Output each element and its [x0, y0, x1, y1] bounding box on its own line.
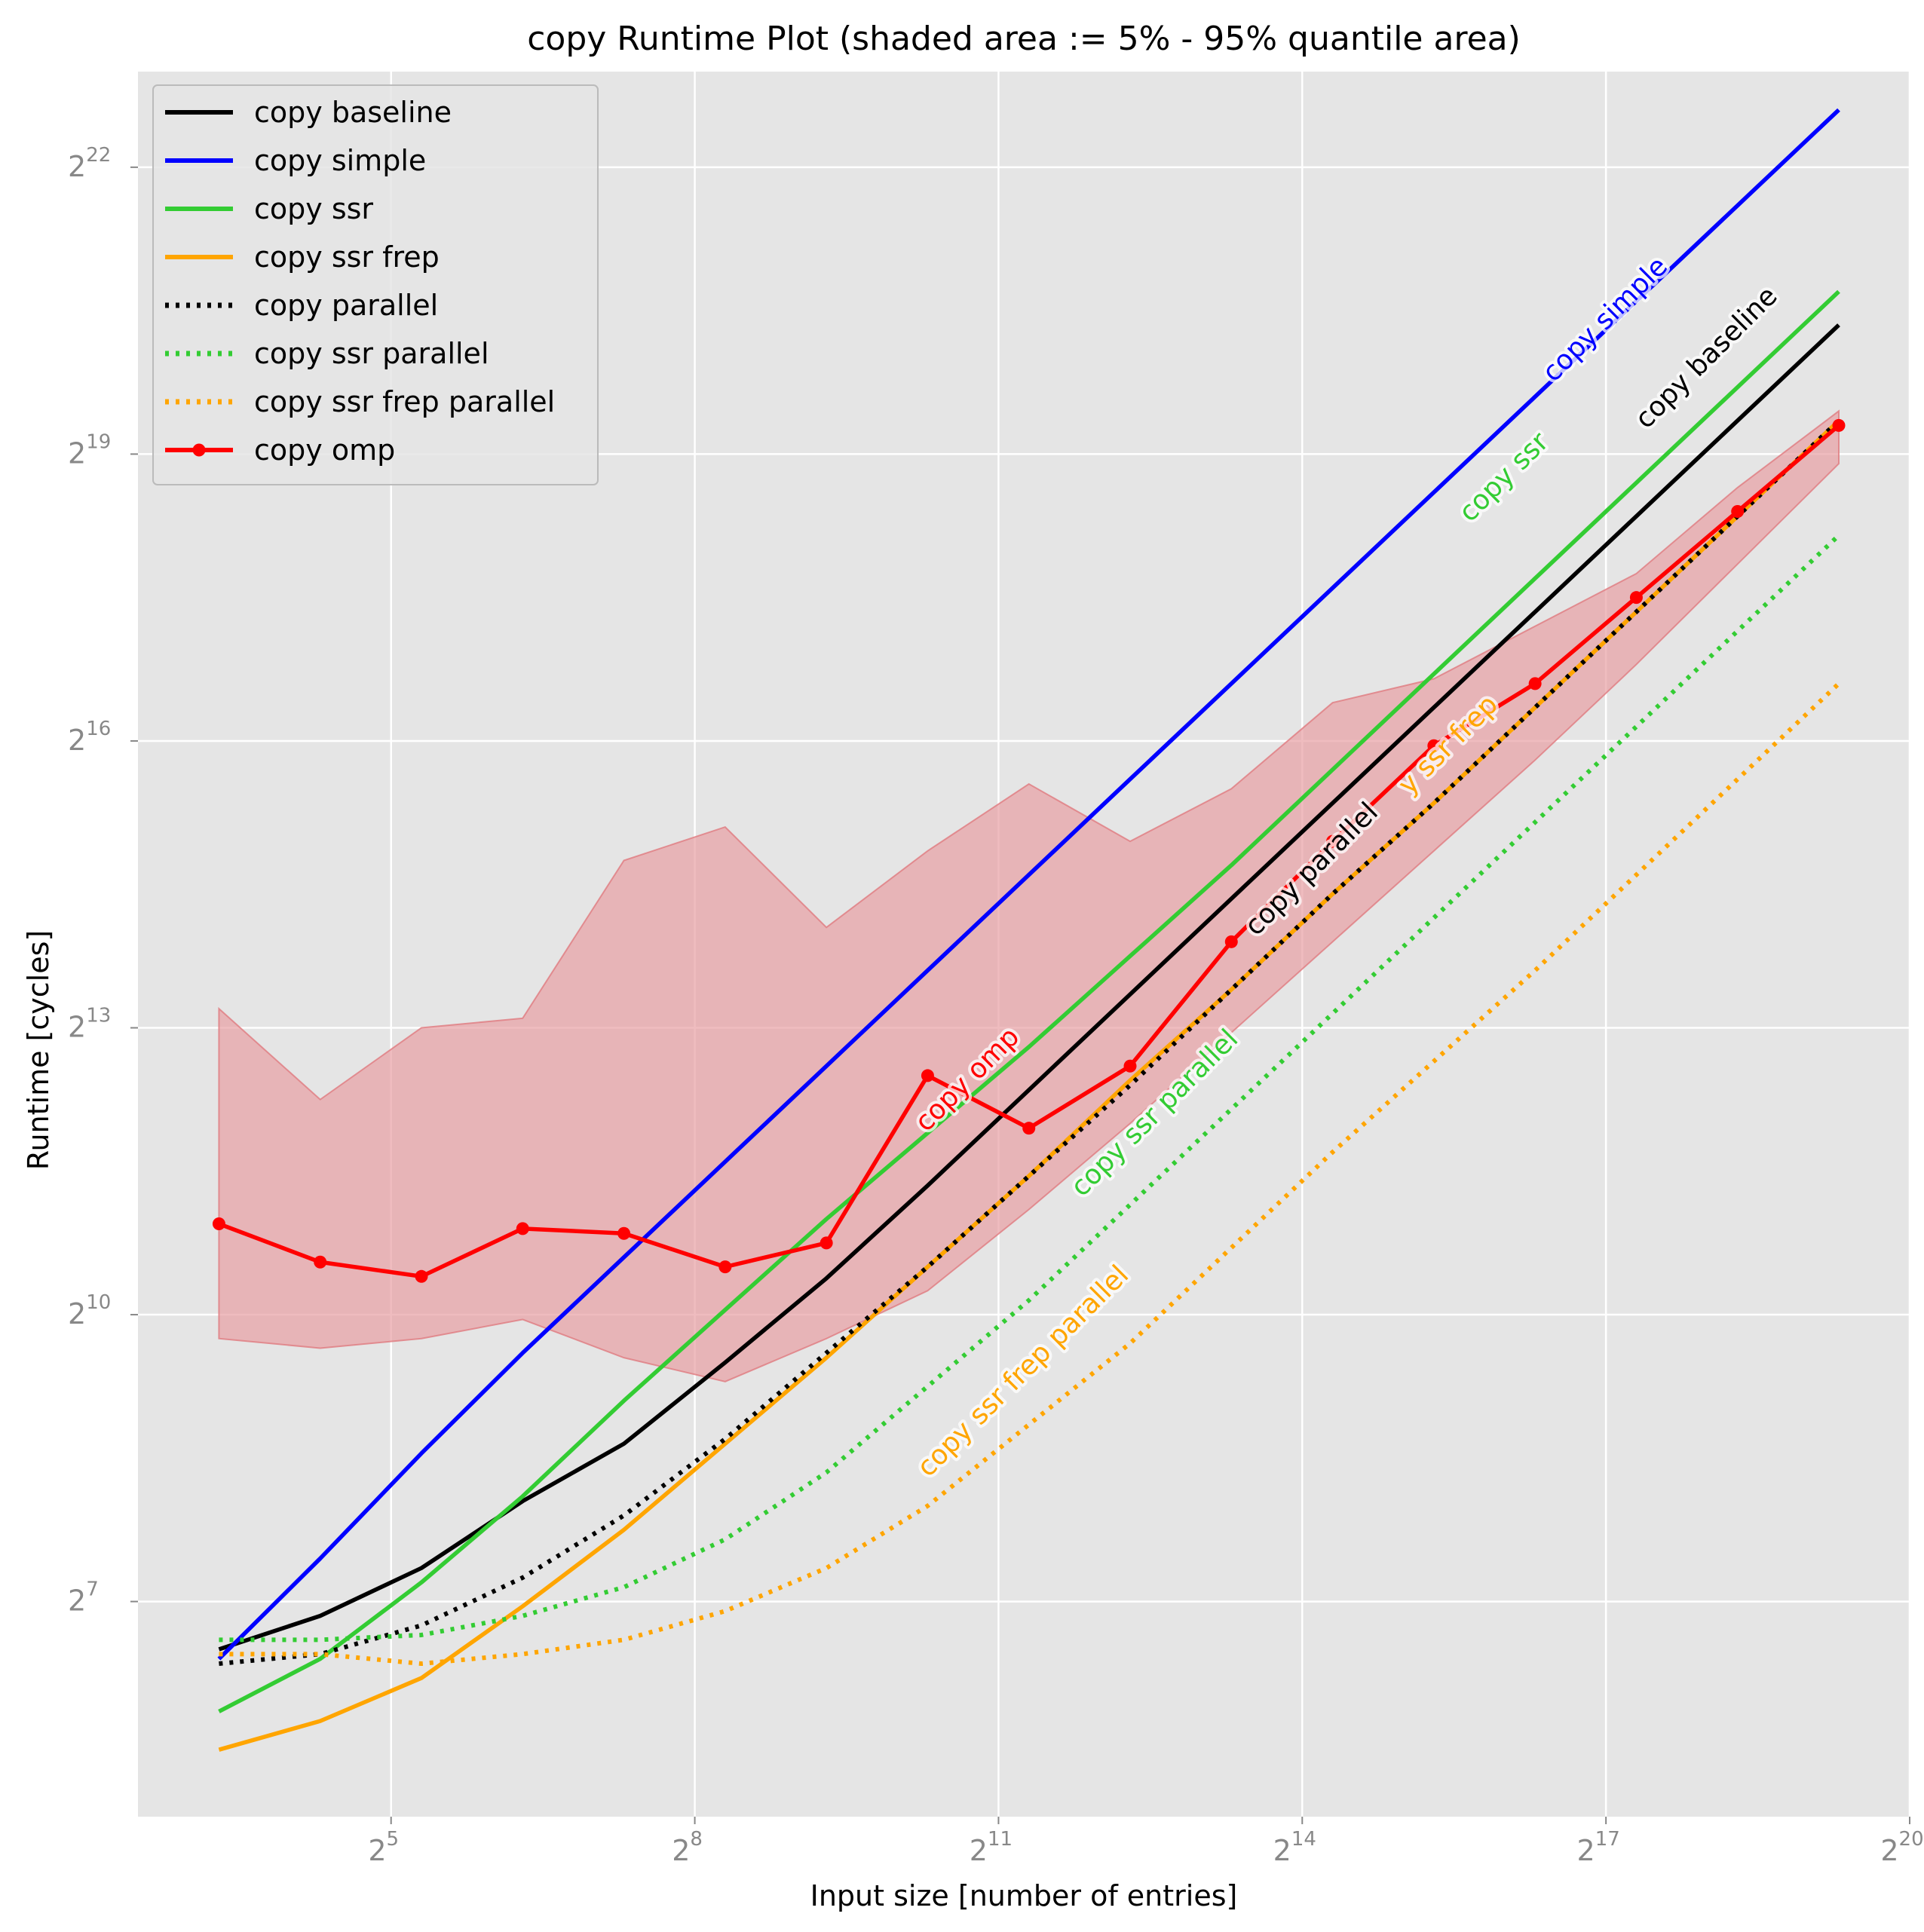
y-axis-label: Runtime [cycles]	[22, 930, 55, 1170]
x-tick-label: 217	[1577, 1828, 1620, 1867]
legend-label: copy simple	[254, 144, 426, 177]
legend-item: copy parallel	[165, 289, 438, 322]
y-tick-label: 222	[68, 144, 111, 183]
omp-quantile-band	[218, 409, 1840, 1382]
y-tick-label: 27	[68, 1578, 99, 1618]
legend-item: copy baseline	[165, 96, 452, 129]
legend-item: copy simple	[165, 144, 426, 177]
legend-item: copy omp	[165, 433, 395, 467]
omp-data-point	[1326, 834, 1340, 848]
chart-title: copy Runtime Plot (shaded area := 5% - 9…	[527, 20, 1521, 58]
legend-item: copy ssr frep parallel	[165, 385, 555, 418]
axis-ticks: 25 28 211 214 217 220 27 210 213 216 219 222	[68, 144, 1924, 1867]
series-line-copy-simple	[217, 108, 1840, 1661]
y-tick-label: 210	[68, 1291, 111, 1330]
omp-data-point	[1022, 1122, 1036, 1135]
series-line-copy-parallel	[219, 418, 1841, 1667]
omp-data-point	[1629, 591, 1643, 605]
y-tick-label: 213	[68, 1004, 111, 1043]
omp-data-point	[1427, 739, 1441, 752]
x-tick-label: 25	[368, 1828, 399, 1867]
omp-band-area	[218, 409, 1840, 1382]
legend-label: copy omp	[254, 433, 395, 467]
x-tick-label: 214	[1273, 1828, 1316, 1867]
omp-data-point	[212, 1217, 225, 1231]
x-axis-label: Input size [number of entries]	[810, 1879, 1238, 1912]
legend: copy baseline copy simple copy ssr copy ssr…	[152, 84, 599, 485]
legend-label: copy ssr	[254, 192, 373, 225]
legend-label: copy ssr parallel	[254, 337, 489, 370]
legend-box	[152, 84, 599, 485]
legend-label: copy baseline	[254, 96, 452, 129]
y-tick-label: 216	[68, 718, 111, 757]
x-tick-label: 28	[672, 1828, 703, 1867]
omp-data-point	[1528, 677, 1542, 690]
legend-item: copy ssr	[165, 192, 373, 225]
omp-data-point	[1123, 1059, 1137, 1073]
omp-data-point	[617, 1226, 631, 1240]
omp-data-point	[415, 1269, 428, 1283]
omp-markers	[212, 418, 1846, 1283]
omp-data-point	[516, 1222, 529, 1235]
y-tick-label: 219	[68, 430, 111, 470]
omp-data-point	[820, 1236, 833, 1250]
omp-data-point	[1731, 505, 1745, 519]
legend-label: copy parallel	[254, 289, 438, 322]
x-tick-label: 211	[970, 1828, 1013, 1867]
x-tick-label: 220	[1880, 1828, 1923, 1867]
legend-item: copy ssr parallel	[165, 337, 489, 370]
omp-data-point	[314, 1255, 327, 1269]
omp-data-point	[1832, 418, 1846, 432]
legend-marker	[192, 443, 206, 457]
series-line-copy-ssr-parallel	[219, 534, 1841, 1643]
omp-data-point	[921, 1069, 934, 1082]
omp-data-point	[718, 1260, 732, 1274]
grid	[138, 72, 1911, 1817]
legend-label: copy ssr frep	[254, 240, 440, 274]
legend-item: copy ssr frep	[165, 240, 440, 274]
series-line-copy-ssr	[218, 289, 1840, 1713]
legend-label: copy ssr frep parallel	[254, 385, 555, 418]
omp-data-point	[1224, 935, 1238, 948]
